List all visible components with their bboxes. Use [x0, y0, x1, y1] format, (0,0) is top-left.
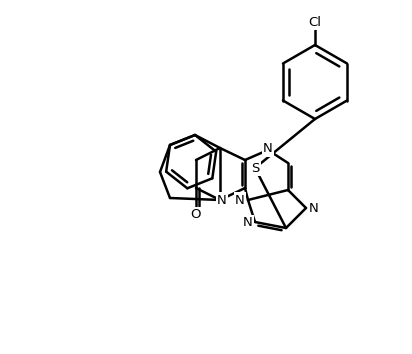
- Text: N: N: [217, 194, 227, 206]
- Text: N: N: [243, 217, 253, 229]
- Text: N: N: [235, 194, 245, 206]
- Text: S: S: [251, 161, 259, 175]
- Text: Cl: Cl: [309, 16, 321, 29]
- Text: N: N: [263, 143, 273, 155]
- Text: O: O: [191, 209, 201, 222]
- Text: N: N: [309, 201, 319, 215]
